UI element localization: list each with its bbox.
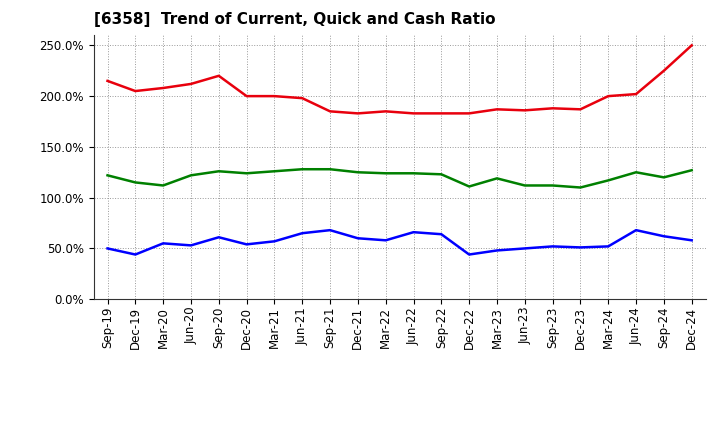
Cash Ratio <box>242 242 251 247</box>
Current Ratio <box>325 109 334 114</box>
Quick Ratio <box>409 171 418 176</box>
Cash Ratio <box>270 238 279 244</box>
Current Ratio <box>660 68 668 73</box>
Current Ratio <box>521 108 529 113</box>
Current Ratio <box>604 93 613 99</box>
Cash Ratio <box>159 241 168 246</box>
Current Ratio <box>298 95 307 101</box>
Quick Ratio <box>215 169 223 174</box>
Cash Ratio <box>382 238 390 243</box>
Text: [6358]  Trend of Current, Quick and Cash Ratio: [6358] Trend of Current, Quick and Cash … <box>94 12 495 27</box>
Quick Ratio <box>131 180 140 185</box>
Quick Ratio <box>159 183 168 188</box>
Cash Ratio <box>492 248 501 253</box>
Current Ratio <box>437 111 446 116</box>
Current Ratio <box>492 106 501 112</box>
Current Ratio <box>242 93 251 99</box>
Cash Ratio <box>660 234 668 239</box>
Current Ratio <box>354 111 362 116</box>
Cash Ratio <box>437 231 446 237</box>
Cash Ratio <box>186 243 195 248</box>
Cash Ratio <box>604 244 613 249</box>
Quick Ratio <box>549 183 557 188</box>
Quick Ratio <box>521 183 529 188</box>
Cash Ratio <box>465 252 474 257</box>
Current Ratio <box>382 109 390 114</box>
Quick Ratio <box>660 175 668 180</box>
Quick Ratio <box>242 171 251 176</box>
Quick Ratio <box>576 185 585 190</box>
Current Ratio <box>215 73 223 78</box>
Line: Cash Ratio: Cash Ratio <box>107 230 692 254</box>
Cash Ratio <box>549 244 557 249</box>
Current Ratio <box>186 81 195 87</box>
Quick Ratio <box>103 172 112 178</box>
Current Ratio <box>103 78 112 84</box>
Line: Current Ratio: Current Ratio <box>107 45 692 114</box>
Current Ratio <box>159 85 168 91</box>
Cash Ratio <box>521 246 529 251</box>
Quick Ratio <box>354 170 362 175</box>
Line: Quick Ratio: Quick Ratio <box>107 169 692 187</box>
Quick Ratio <box>631 170 640 175</box>
Quick Ratio <box>325 167 334 172</box>
Current Ratio <box>131 88 140 94</box>
Current Ratio <box>465 111 474 116</box>
Current Ratio <box>409 111 418 116</box>
Quick Ratio <box>492 176 501 181</box>
Cash Ratio <box>298 231 307 236</box>
Cash Ratio <box>103 246 112 251</box>
Cash Ratio <box>688 238 696 243</box>
Quick Ratio <box>382 171 390 176</box>
Quick Ratio <box>437 172 446 177</box>
Cash Ratio <box>354 236 362 241</box>
Quick Ratio <box>186 172 195 178</box>
Quick Ratio <box>465 184 474 189</box>
Cash Ratio <box>576 245 585 250</box>
Quick Ratio <box>688 168 696 173</box>
Current Ratio <box>688 43 696 48</box>
Cash Ratio <box>215 235 223 240</box>
Quick Ratio <box>298 167 307 172</box>
Cash Ratio <box>409 230 418 235</box>
Cash Ratio <box>325 227 334 233</box>
Quick Ratio <box>604 178 613 183</box>
Current Ratio <box>576 106 585 112</box>
Quick Ratio <box>270 169 279 174</box>
Current Ratio <box>549 106 557 111</box>
Current Ratio <box>631 92 640 97</box>
Cash Ratio <box>131 252 140 257</box>
Cash Ratio <box>631 227 640 233</box>
Current Ratio <box>270 93 279 99</box>
